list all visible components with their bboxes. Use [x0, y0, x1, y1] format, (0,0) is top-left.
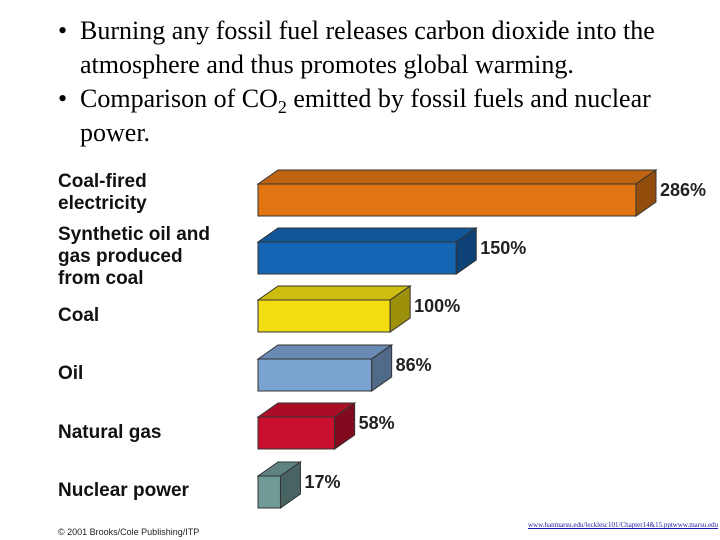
bar-1	[256, 169, 658, 217]
bar-6	[256, 461, 303, 509]
bar-3	[256, 285, 412, 333]
value-label-1: 286%	[660, 180, 706, 200]
value-label-6: 17%	[304, 472, 340, 492]
bar-side-face	[635, 169, 657, 217]
value-label-2: 150%	[480, 238, 526, 258]
bullet-1-text: Burning any fossil fuel releases carbon …	[80, 16, 655, 79]
bar-side-face	[371, 344, 393, 392]
bar-4	[256, 344, 394, 392]
bar-front-face	[257, 299, 391, 333]
bar-side-face	[455, 227, 477, 275]
category-label-3: Coal	[58, 305, 99, 327]
co2-subscript: 2	[277, 97, 287, 117]
category-label-5: Natural gas	[58, 422, 161, 444]
bar-5	[256, 402, 357, 450]
bar-top-face	[256, 344, 394, 360]
category-label-6: Nuclear power	[58, 480, 189, 502]
category-label-line: Coal	[58, 305, 100, 326]
value-label-4: 86%	[396, 355, 432, 375]
category-label-2: Synthetic oil and gas produced from coal	[58, 224, 210, 290]
bar-side-face	[389, 285, 411, 333]
bullet-list: • Burning any fossil fuel releases carbo…	[58, 14, 708, 150]
category-label-line: Coal-fired	[58, 171, 147, 192]
copyright-credit: © 2001 Brooks/Cole Publishing/ITP	[58, 527, 200, 537]
bullet-dot: •	[58, 16, 68, 45]
category-label-line: gas produced	[58, 246, 183, 267]
bar-front-face	[257, 241, 457, 275]
bullet-2-text-post: emitted by fossil fuels and nuclear powe…	[80, 84, 651, 147]
bar-front-face	[257, 416, 336, 450]
category-label-line: electricity	[58, 193, 147, 214]
category-label-line: Synthetic oil and	[58, 224, 211, 245]
bar-top-face	[256, 227, 478, 243]
category-label-line: from coal	[58, 268, 144, 289]
bar-front-face	[257, 358, 373, 392]
category-label-line: Natural gas	[58, 422, 162, 443]
category-label-line: Nuclear power	[58, 480, 189, 501]
value-label-3: 100%	[414, 296, 460, 316]
bar-front-face	[257, 183, 637, 217]
source-link[interactable]: www.hanmarsu.edu/lecklesc101/Chapter14&1…	[528, 521, 718, 529]
category-label-4: Oil	[58, 363, 83, 385]
bar-side-face	[279, 461, 301, 509]
bar-top-face	[256, 285, 412, 301]
category-label-line: Oil	[58, 363, 84, 384]
bar-side-face	[334, 402, 356, 450]
bullet-2: • Comparison of CO2 emitted by fossil fu…	[58, 82, 708, 150]
bullet-2-text-pre: Comparison of CO	[80, 84, 278, 113]
bar-2	[256, 227, 478, 275]
value-label-5: 58%	[359, 413, 395, 433]
bar-front-face	[257, 475, 281, 509]
bar-top-face	[256, 169, 658, 185]
category-label-1: Coal-fired electricity	[58, 171, 147, 215]
bullet-1: • Burning any fossil fuel releases carbo…	[58, 14, 708, 82]
bullet-dot: •	[58, 84, 68, 113]
